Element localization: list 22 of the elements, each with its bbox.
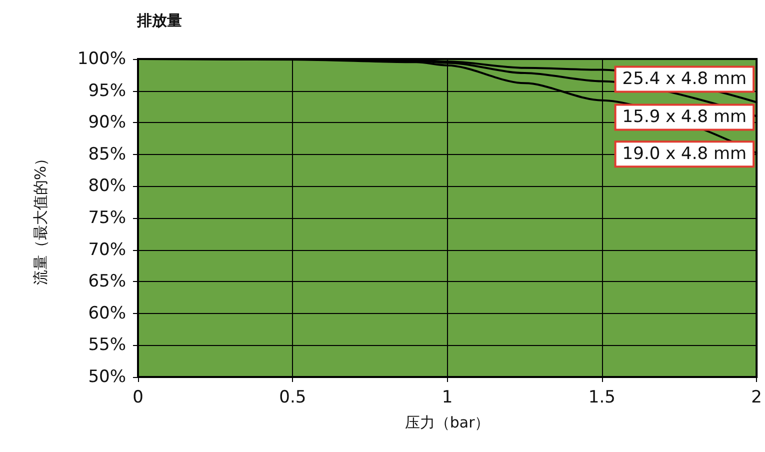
y-tick-label: 65% <box>88 272 126 292</box>
y-axis-title: 流量（最大值的%） <box>32 150 50 286</box>
series-label: 15.9 x 4.8 mm <box>622 107 747 128</box>
y-tick-label: 55% <box>88 335 126 356</box>
y-tick-label: 50% <box>88 367 126 387</box>
x-tick-label: 1.5 <box>588 388 616 408</box>
y-tick-label: 75% <box>88 208 126 228</box>
chart-title: 排放量 <box>136 12 182 30</box>
x-axis-title: 压力（bar） <box>404 414 490 432</box>
x-tick-label: 0 <box>132 388 144 408</box>
y-tick-label: 60% <box>88 303 126 324</box>
series-label: 25.4 x 4.8 mm <box>622 69 747 90</box>
y-tick-label: 70% <box>88 240 126 260</box>
y-tick-label: 80% <box>88 176 126 196</box>
y-tick-label: 100% <box>77 49 126 69</box>
x-tick-label: 1 <box>442 388 453 408</box>
y-tick-label: 95% <box>88 80 126 101</box>
x-tick-label: 2 <box>751 388 762 408</box>
y-tick-label: 85% <box>88 144 126 164</box>
series-label: 19.0 x 4.8 mm <box>622 144 747 164</box>
y-tick-label: 90% <box>88 112 126 133</box>
x-tick-label: 0.5 <box>279 388 306 408</box>
